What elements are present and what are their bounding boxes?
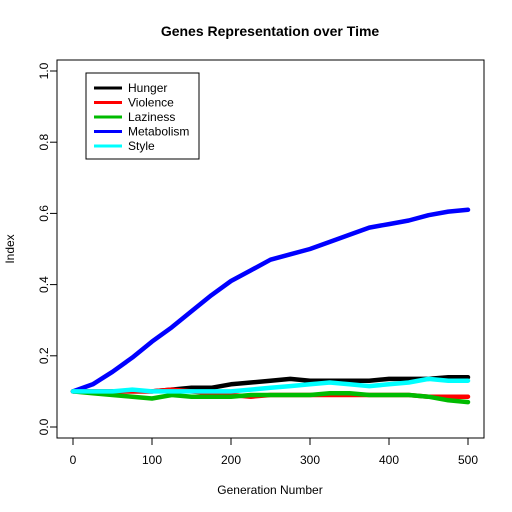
legend-label-laziness: Laziness (128, 110, 175, 124)
legend-label-hunger: Hunger (128, 81, 167, 95)
legend-label-style: Style (128, 139, 155, 153)
y-tick-label: 1.0 (37, 62, 51, 79)
legend-label-metabolism: Metabolism (128, 125, 189, 139)
x-tick-label: 500 (458, 453, 478, 467)
series-layer (70, 207, 471, 405)
y-tick-label: 0.4 (37, 276, 51, 293)
x-axis: 0 100 200 300 400 500 (70, 437, 478, 467)
y-tick-label: 0.0 (37, 418, 51, 435)
chart-title: Genes Representation over Time (161, 23, 380, 39)
series-line-style (70, 376, 471, 394)
x-tick-label: 0 (70, 453, 77, 467)
x-tick-label: 200 (221, 453, 241, 467)
y-tick-label: 0.8 (37, 134, 51, 151)
x-tick-label: 100 (142, 453, 162, 467)
y-axis-label: Index (3, 234, 17, 263)
series-line-laziness (70, 389, 471, 405)
y-tick-label: 0.2 (37, 347, 51, 364)
y-axis: 0.0 0.2 0.4 0.6 0.8 1.0 (37, 62, 58, 435)
x-tick-label: 400 (379, 453, 399, 467)
x-axis-label: Generation Number (217, 483, 322, 497)
series-line-metabolism (70, 207, 471, 394)
x-tick-label: 300 (300, 453, 320, 467)
y-tick-label: 0.6 (37, 205, 51, 222)
legend-label-violence: Violence (128, 96, 174, 110)
